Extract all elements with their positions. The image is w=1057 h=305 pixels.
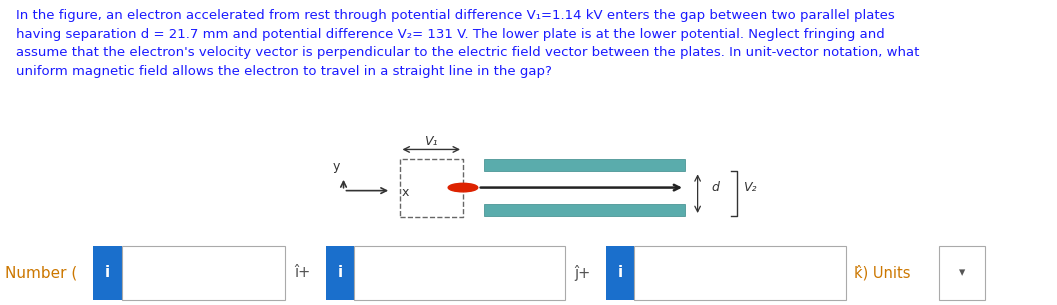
- FancyBboxPatch shape: [326, 246, 354, 300]
- Text: k̂) Units: k̂) Units: [854, 265, 910, 281]
- FancyBboxPatch shape: [354, 246, 565, 300]
- Text: In the figure, an electron accelerated from rest through potential difference V₁: In the figure, an electron accelerated f…: [16, 9, 920, 78]
- Text: i: i: [337, 265, 342, 281]
- FancyBboxPatch shape: [634, 246, 846, 300]
- Text: y: y: [333, 160, 339, 173]
- Text: ▾: ▾: [959, 267, 965, 279]
- FancyBboxPatch shape: [122, 246, 285, 300]
- FancyBboxPatch shape: [606, 246, 634, 300]
- Text: d: d: [711, 181, 719, 194]
- Text: Number (: Number (: [5, 265, 77, 281]
- Circle shape: [448, 183, 478, 192]
- Text: i: i: [617, 265, 623, 281]
- Text: V₁: V₁: [425, 135, 438, 148]
- FancyBboxPatch shape: [484, 204, 685, 216]
- Text: x: x: [402, 186, 409, 199]
- Text: î+: î+: [294, 265, 310, 281]
- FancyBboxPatch shape: [93, 246, 122, 300]
- FancyBboxPatch shape: [939, 246, 985, 300]
- FancyBboxPatch shape: [484, 159, 685, 171]
- Text: V₂: V₂: [743, 181, 757, 194]
- Text: ĵ+: ĵ+: [574, 265, 590, 281]
- Text: i: i: [105, 265, 110, 281]
